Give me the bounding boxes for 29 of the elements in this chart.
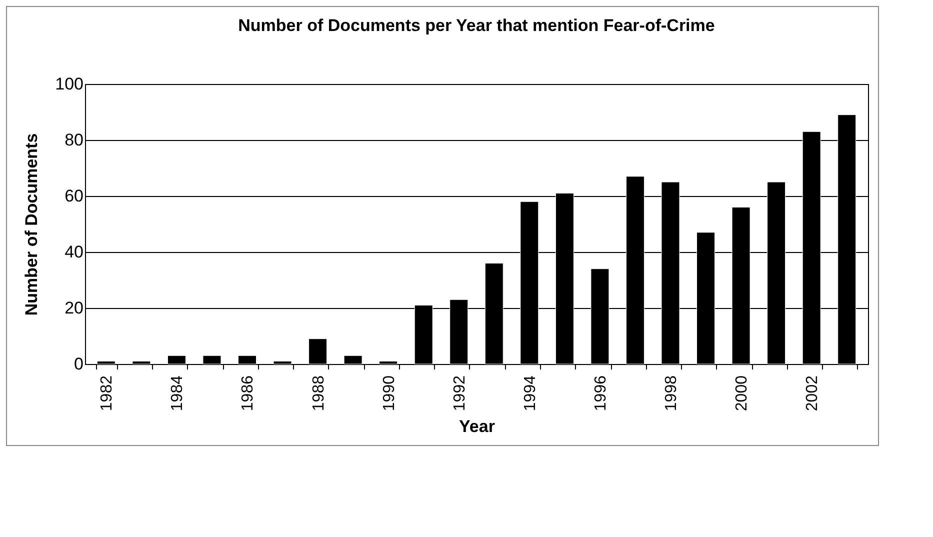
x-tick-label: 1990 (380, 375, 398, 412)
bar (132, 360, 151, 364)
x-axis-title: Year (459, 417, 496, 436)
x-tick-label: 2000 (734, 375, 751, 412)
x-tick-label: 1984 (169, 375, 186, 412)
bar (379, 360, 398, 364)
x-tick-label: 2002 (804, 375, 822, 412)
bar (202, 355, 222, 364)
y-tick-label: 20 (64, 298, 84, 318)
x-tick-label: 1988 (310, 375, 328, 412)
y-tick-label: 100 (55, 74, 84, 94)
y-axis-title: Number of Documents (22, 133, 42, 316)
bar (96, 360, 116, 364)
x-tick-label: 1982 (98, 375, 116, 412)
bar (308, 338, 328, 364)
y-tick-label: 80 (64, 130, 84, 150)
x-tick-label: 1986 (240, 375, 257, 412)
x-tick-label: 1994 (522, 375, 539, 412)
y-tick-label: 40 (64, 242, 84, 262)
bar (273, 360, 292, 364)
chart-title: Number of Documents per Year that mention Fear-of-Crime (238, 16, 715, 35)
y-tick-label: 0 (74, 354, 84, 374)
y-tick-label: 60 (64, 186, 84, 206)
x-tick-label: 1992 (451, 375, 468, 412)
bar (344, 355, 362, 364)
x-tick-label: 1998 (662, 375, 680, 412)
bar (167, 355, 186, 364)
bar (238, 355, 256, 364)
x-tick-label: 1996 (592, 375, 610, 412)
